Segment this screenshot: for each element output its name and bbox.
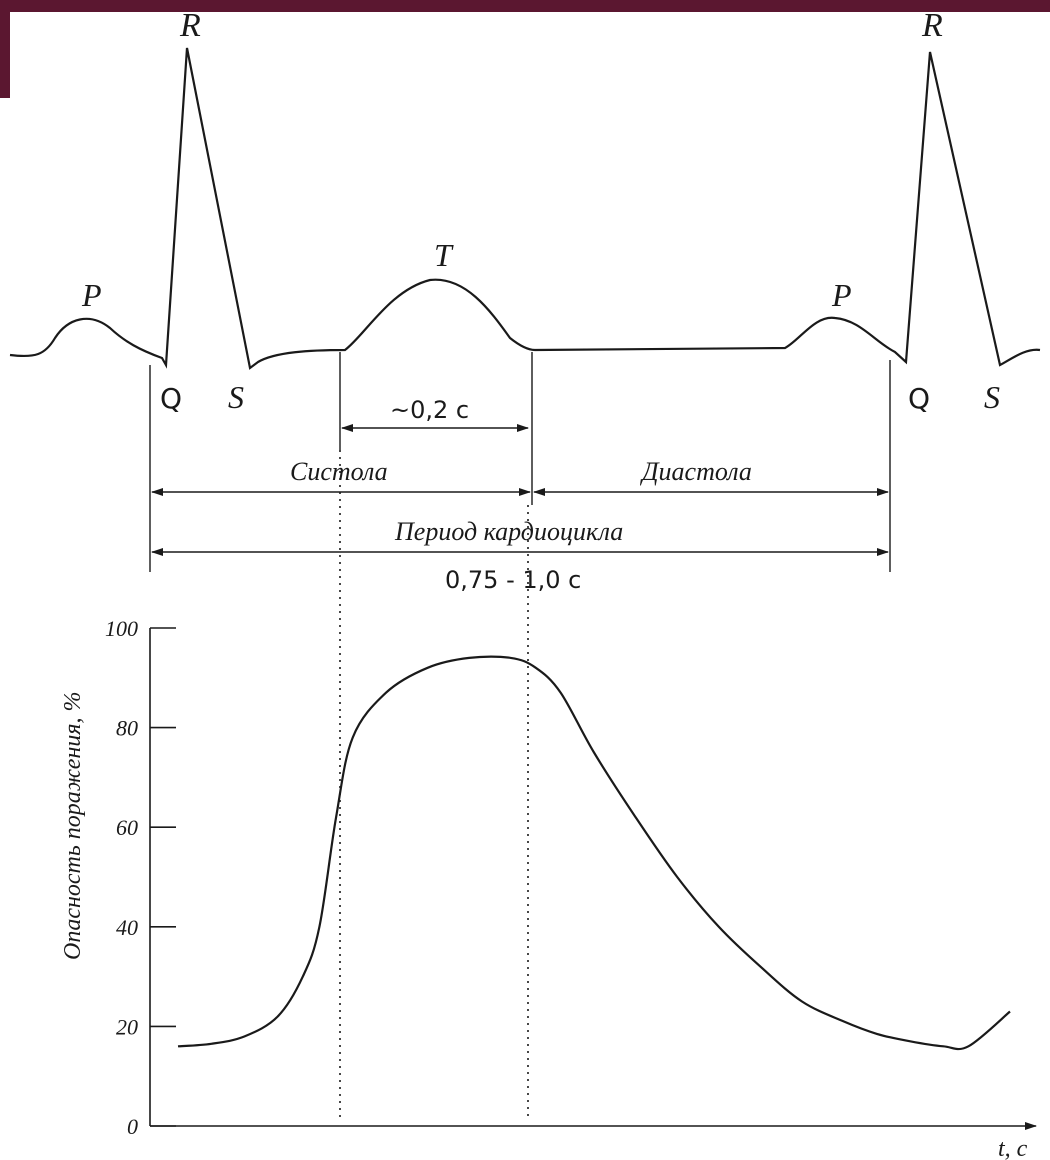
danger-curve: [177, 655, 1011, 1051]
y-ticks: 0 20 40 60 80 100: [105, 616, 176, 1139]
y-tick-label: 20: [116, 1014, 138, 1039]
ecg-wave-label: S: [228, 379, 244, 415]
ecg-wave-label: R: [921, 7, 943, 44]
ecg-wave-label: Q: [160, 382, 182, 415]
period-label: Период кардиоцикла: [394, 517, 623, 546]
systole-label: Систола: [290, 457, 388, 486]
ecg-wave-label: P: [81, 277, 102, 313]
ecg-trace: [9, 47, 1041, 370]
ecg-wave-label: Q: [908, 382, 930, 415]
y-tick-label: 0: [127, 1114, 138, 1139]
corner-bar: [0, 0, 1050, 98]
danger-chart: 0 20 40 60 80 100 t, с Опасность поражения, %: [60, 616, 1037, 1160]
y-tick-label: 80: [116, 716, 138, 741]
t-duration-label: ~0,2 с: [390, 396, 469, 424]
y-tick-label: 100: [105, 616, 138, 641]
diastole-label: Диастола: [639, 457, 752, 486]
ecg-wave-label: P: [831, 277, 852, 313]
ecg-wave-label: S: [984, 379, 1000, 415]
x-axis-label: t, с: [998, 1136, 1028, 1160]
y-tick-label: 40: [116, 915, 138, 940]
y-axis-label: Опасность поражения, %: [60, 691, 86, 960]
period-duration-label: 0,75 - 1,0 с: [445, 566, 581, 594]
ecg-wave-label: T: [434, 237, 454, 273]
y-tick-label: 60: [116, 815, 138, 840]
ecg-wave-label: R: [179, 7, 201, 44]
